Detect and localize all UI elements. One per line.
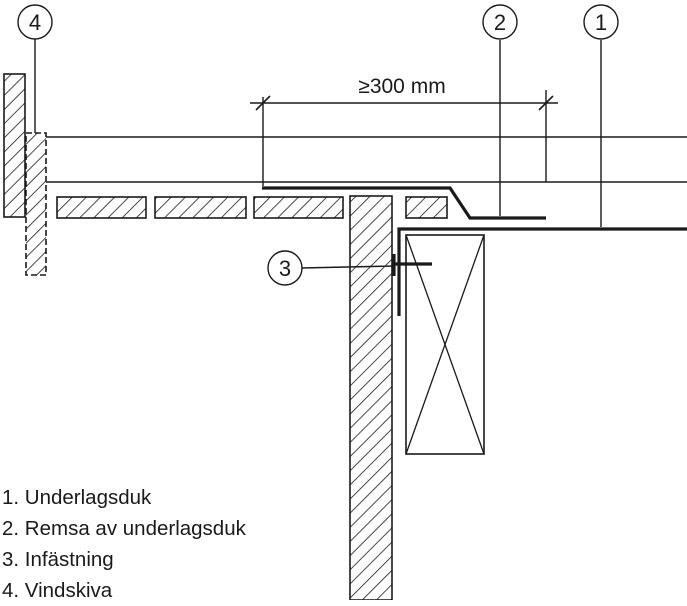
dimension-tick-right	[538, 95, 554, 111]
callout-3-circle	[267, 250, 303, 286]
underlay	[397, 227, 687, 316]
rafter-cross-2	[405, 234, 485, 455]
gable-wall	[349, 195, 393, 600]
callout-1-number: 1	[595, 10, 607, 35]
callout-1: 1	[583, 4, 619, 40]
batten-2	[154, 196, 247, 219]
callout-1-circle	[583, 4, 619, 40]
batten-3	[253, 196, 344, 219]
underlay-strip	[262, 186, 546, 220]
callout-3-number: 3	[279, 256, 291, 281]
batten-1	[56, 196, 147, 219]
callout-2-number: 2	[494, 10, 506, 35]
legend-item-3: 3. Infästning	[2, 548, 114, 571]
callout-4: 4	[17, 4, 53, 40]
batten-4	[405, 196, 448, 219]
legend-item-2: 2. Remsa av underlagsduk	[2, 517, 246, 540]
legend-list: 1. Underlagsduk 2. Remsa av underlagsduk…	[2, 482, 246, 606]
callout-3-leader	[300, 265, 395, 269]
dimension-label: ≥300 mm	[358, 75, 445, 98]
callout-4-number: 4	[29, 10, 41, 35]
dimension-tick-left	[255, 95, 271, 111]
callout-4-circle	[17, 4, 53, 40]
callout-2: 2	[482, 4, 518, 40]
callout-2-circle	[482, 4, 518, 40]
legend-item-4: 4. Vindskiva	[2, 579, 113, 602]
wall-plank-left	[3, 73, 26, 218]
wind-board	[25, 132, 47, 276]
legend-item-1: 1. Underlagsduk	[2, 486, 152, 509]
callout-3: 3	[267, 250, 303, 286]
